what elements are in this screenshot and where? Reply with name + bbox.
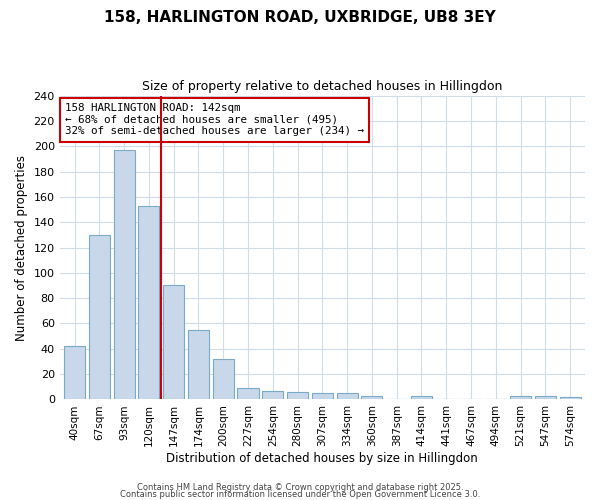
Bar [188, 330, 209, 400]
Bar [312, 393, 333, 400]
Bar [113, 150, 134, 400]
Y-axis label: Number of detached properties: Number of detached properties [15, 154, 28, 340]
Text: Contains HM Land Registry data © Crown copyright and database right 2025.: Contains HM Land Registry data © Crown c… [137, 484, 463, 492]
Bar [287, 392, 308, 400]
Bar [139, 206, 160, 400]
Text: 158 HARLINGTON ROAD: 142sqm
← 68% of detached houses are smaller (495)
32% of se: 158 HARLINGTON ROAD: 142sqm ← 68% of det… [65, 103, 364, 136]
Title: Size of property relative to detached houses in Hillingdon: Size of property relative to detached ho… [142, 80, 503, 93]
Bar [163, 286, 184, 400]
Bar [64, 346, 85, 400]
Bar [212, 359, 234, 400]
Bar [510, 396, 531, 400]
Bar [337, 393, 358, 400]
Bar [411, 396, 432, 400]
Bar [262, 390, 283, 400]
Text: 158, HARLINGTON ROAD, UXBRIDGE, UB8 3EY: 158, HARLINGTON ROAD, UXBRIDGE, UB8 3EY [104, 10, 496, 25]
Bar [535, 396, 556, 400]
X-axis label: Distribution of detached houses by size in Hillingdon: Distribution of detached houses by size … [166, 452, 478, 465]
Bar [89, 235, 110, 400]
Text: Contains public sector information licensed under the Open Government Licence 3.: Contains public sector information licen… [120, 490, 480, 499]
Bar [560, 397, 581, 400]
Bar [238, 388, 259, 400]
Bar [361, 396, 382, 400]
